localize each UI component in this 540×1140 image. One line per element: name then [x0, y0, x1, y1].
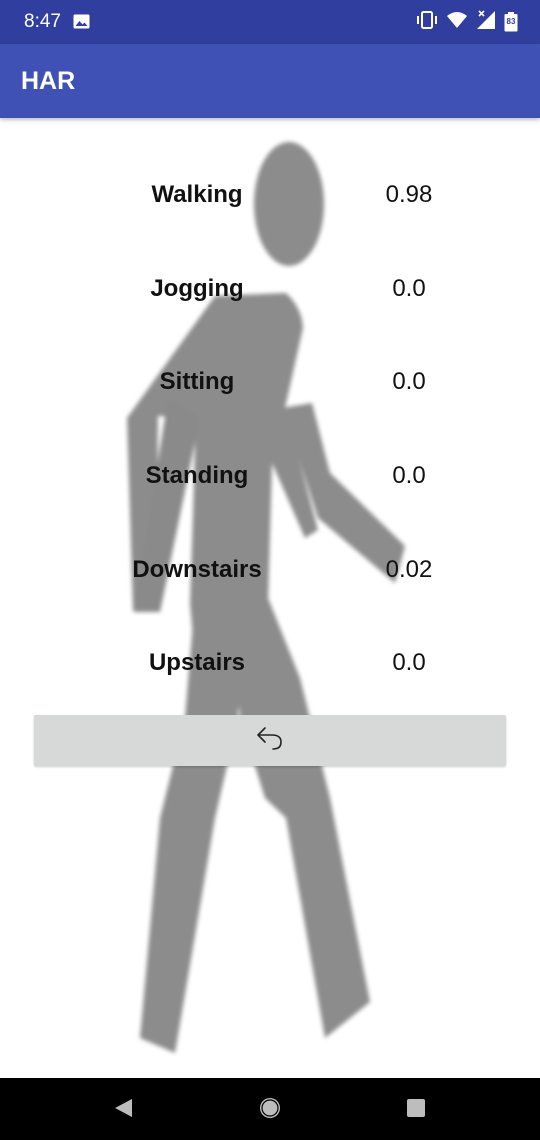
activity-row-standing: Standing 0.0 [0, 456, 540, 496]
app-bar: HAR [0, 44, 540, 118]
status-icons: 83 [416, 9, 518, 35]
undo-button[interactable] [34, 715, 506, 766]
activity-probability: 0.0 [392, 275, 426, 302]
activity-label: Downstairs [132, 556, 262, 583]
status-time: 8:47 [24, 11, 61, 32]
back-icon[interactable] [112, 1097, 134, 1119]
activity-label: Standing [145, 462, 249, 489]
activity-row-sitting: Sitting 0.0 [0, 362, 540, 402]
activity-row-upstairs: Upstairs 0.0 [0, 643, 540, 683]
wifi-icon [446, 11, 468, 34]
activity-label: Jogging [150, 275, 244, 302]
home-icon[interactable] [258, 1096, 282, 1120]
activity-label: Sitting [159, 368, 235, 395]
content-area: Walking 0.98 Jogging 0.0 Sitting 0.0 Sta… [0, 118, 540, 1078]
signal-icon [476, 9, 496, 35]
status-bar: 8:47 [0, 0, 540, 44]
activity-row-jogging: Jogging 0.0 [0, 269, 540, 309]
battery-level: 83 [506, 17, 516, 26]
battery-icon: 83 [504, 12, 518, 32]
navigation-bar [0, 1078, 540, 1140]
recents-icon[interactable] [406, 1098, 426, 1118]
image-icon [73, 14, 90, 29]
activity-probability: 0.0 [392, 368, 426, 395]
activity-label: Walking [151, 181, 243, 208]
walking-person-figure [127, 142, 405, 1053]
vibrate-icon [416, 10, 438, 34]
activity-row-downstairs: Downstairs 0.02 [0, 550, 540, 590]
undo-icon [255, 724, 285, 757]
activity-label: Upstairs [148, 649, 246, 676]
activity-row-walking: Walking 0.98 [0, 175, 540, 215]
activity-probability: 0.0 [392, 462, 426, 489]
activity-probability: 0.02 [385, 556, 433, 583]
activity-probability: 0.0 [392, 649, 426, 676]
activity-probability: 0.98 [385, 181, 433, 208]
app-title: HAR [21, 67, 76, 95]
